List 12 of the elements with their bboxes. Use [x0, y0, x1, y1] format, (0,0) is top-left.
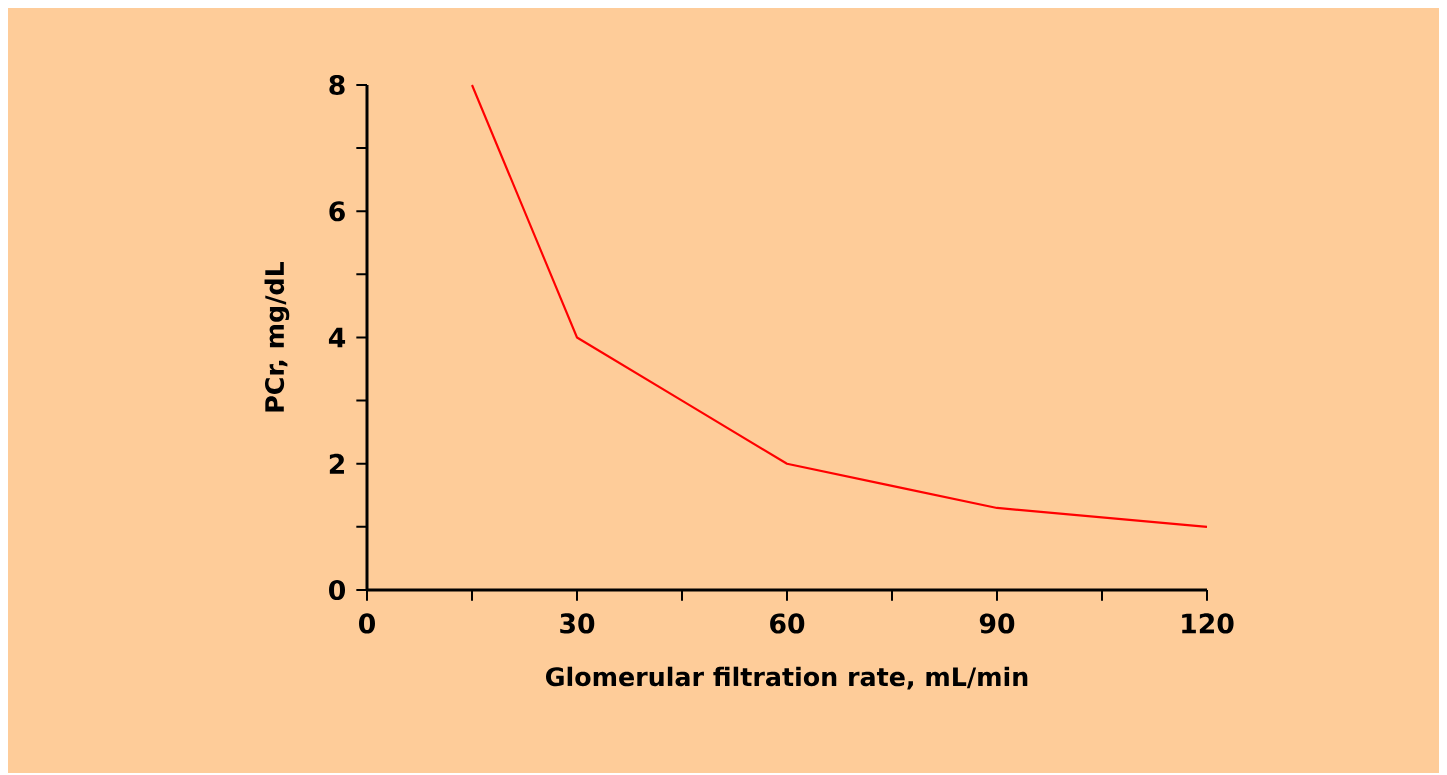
- x-tick-label: 30: [560, 613, 595, 634]
- x-tick-label: 120: [1182, 613, 1234, 634]
- y-tick-label: 4: [328, 327, 346, 348]
- y-axis-title: PCr, mg/dL: [264, 261, 290, 412]
- y-tick-label: 8: [329, 74, 345, 96]
- y-tick-label: 2: [329, 453, 344, 474]
- y-tick-label: 0: [329, 579, 346, 601]
- x-axis-title: Glomerular filtration rate, mL/min: [546, 666, 1028, 690]
- y-tick-label: 6: [329, 201, 345, 222]
- x-tick-label: 60: [770, 613, 805, 634]
- x-tick-label: 90: [979, 613, 1015, 634]
- x-tick-label: 0: [359, 613, 375, 634]
